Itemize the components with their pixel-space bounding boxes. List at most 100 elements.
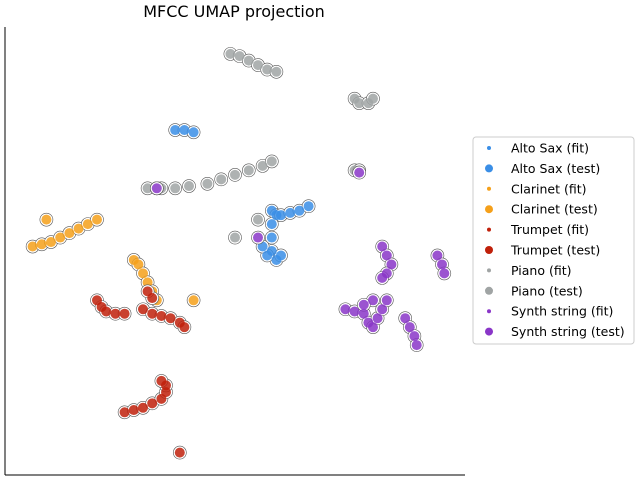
legend-label-piano-test: Piano (test) <box>511 283 583 298</box>
synth-string-point-4 <box>377 272 388 283</box>
legend-marker-synth-string-test <box>485 327 493 336</box>
alto-sax-point-10 <box>266 219 277 230</box>
trumpet-point-3 <box>110 308 121 319</box>
clarinet-point-6 <box>82 219 93 230</box>
piano-point-9 <box>368 93 378 104</box>
legend-marker-alto-sax-test <box>485 164 493 173</box>
piano-point-13 <box>184 181 194 192</box>
clarinet-point-4 <box>64 228 75 239</box>
alto-sax-point-7 <box>285 207 296 218</box>
piano-point-22 <box>253 214 263 225</box>
legend-label-alto-sax-test: Alto Sax (test) <box>511 161 600 176</box>
synth-string-point-13 <box>372 313 383 324</box>
clarinet-point-3 <box>55 232 66 243</box>
synth-string-point-16 <box>368 295 378 306</box>
trumpet-point-2 <box>101 306 112 317</box>
trumpet-point-6 <box>147 308 158 319</box>
synth-string-point-5 <box>432 250 443 261</box>
trumpet-point-15 <box>138 402 148 413</box>
clarinet-point-8 <box>41 214 52 225</box>
trumpet-point-4 <box>119 308 130 319</box>
legend-marker-piano-test <box>485 286 493 295</box>
clarinet-point-7 <box>92 214 102 225</box>
legend-marker-synth-string-fit <box>487 309 491 314</box>
synth-string-point-12 <box>368 322 378 333</box>
piano-point-0 <box>225 48 236 59</box>
trumpet-point-10 <box>179 322 190 333</box>
alto-sax-point-9 <box>303 201 314 212</box>
legend-label-trumpet-fit: Trumpet (fit) <box>510 222 589 237</box>
clarinet-point-1 <box>36 239 47 250</box>
synth-string-point-23 <box>253 232 263 243</box>
synth-string-point-22 <box>151 183 162 194</box>
piano-point-7 <box>354 98 365 109</box>
piano-point-18 <box>257 160 268 171</box>
legend-marker-alto-sax-fit <box>487 146 491 150</box>
alto-sax-point-11 <box>266 232 277 243</box>
synth-string-point-15 <box>381 295 392 306</box>
piano-point-19 <box>266 156 277 167</box>
piano-point-10 <box>142 183 153 194</box>
legend-label-clarinet-test: Clarinet (test) <box>511 202 598 217</box>
trumpet-point-14 <box>128 405 139 416</box>
legend-label-alto-sax-fit: Alto Sax (fit) <box>511 141 589 156</box>
synth-string-point-10 <box>358 308 369 319</box>
legend-label-piano-fit: Piano (fit) <box>511 263 571 278</box>
piano-point-1 <box>234 51 245 62</box>
clarinet-point-0 <box>27 241 38 252</box>
synth-string-point-21 <box>411 340 422 351</box>
synth-string-point-19 <box>404 322 415 333</box>
alto-sax-point-14 <box>276 250 286 261</box>
piano-point-5 <box>271 66 282 77</box>
alto-sax-point-0 <box>170 125 181 136</box>
legend-label-trumpet-test: Trumpet (test) <box>510 243 600 258</box>
trumpet-point-20 <box>156 375 167 386</box>
chart-title: MFCC UMAP projection <box>143 2 325 21</box>
alto-sax-point-1 <box>179 125 190 136</box>
alto-sax-point-15 <box>262 250 273 261</box>
synth-string-point-9 <box>349 306 360 317</box>
piano-point-2 <box>243 55 254 66</box>
synth-string-point-6 <box>437 259 447 270</box>
legend-marker-trumpet-fit <box>487 227 491 232</box>
clarinet-point-2 <box>46 237 56 248</box>
legend-marker-clarinet-fit <box>487 186 491 191</box>
scatter-points <box>25 47 452 460</box>
synth-string-point-17 <box>358 299 369 310</box>
trumpet-point-13 <box>119 407 130 418</box>
legend-label-synth-string-fit: Synth string (fit) <box>511 304 613 319</box>
trumpet-point-8 <box>165 313 176 324</box>
synth-string-point-8 <box>340 304 351 315</box>
clarinet-point-12 <box>142 277 153 288</box>
clarinet-point-5 <box>73 223 84 234</box>
alto-sax-point-8 <box>294 205 305 216</box>
synth-string-point-18 <box>400 313 411 324</box>
legend-label-clarinet-fit: Clarinet (fit) <box>511 181 587 196</box>
clarinet-point-11 <box>138 268 148 279</box>
synth-string-point-0 <box>377 241 388 252</box>
synth-string-point-14 <box>377 304 388 315</box>
piano-point-15 <box>216 174 227 185</box>
legend: Alto Sax (fit) Alto Sax (test) Clarinet (f… <box>472 136 635 345</box>
legend-frame <box>472 136 635 345</box>
legend-marker-trumpet-test <box>485 246 493 254</box>
piano-point-23 <box>230 232 240 243</box>
legend-marker-clarinet-test <box>485 205 493 214</box>
clarinet-point-15 <box>188 295 199 306</box>
alto-sax-point-2 <box>188 127 199 138</box>
synth-string-point-1 <box>381 250 392 261</box>
synth-string-point-20 <box>409 331 420 342</box>
piano-point-4 <box>262 64 273 75</box>
synth-string-point-24 <box>354 167 365 178</box>
piano-point-12 <box>170 183 181 194</box>
alto-sax-point-6 <box>276 210 286 221</box>
trumpet-point-16 <box>147 398 158 409</box>
legend-marker-piano-fit <box>487 268 491 273</box>
piano-point-16 <box>230 169 240 180</box>
trumpet-point-12 <box>142 286 153 297</box>
piano-point-17 <box>243 165 254 176</box>
trumpet-point-5 <box>138 304 148 315</box>
piano-point-3 <box>253 60 263 71</box>
trumpet-point-7 <box>156 310 167 321</box>
